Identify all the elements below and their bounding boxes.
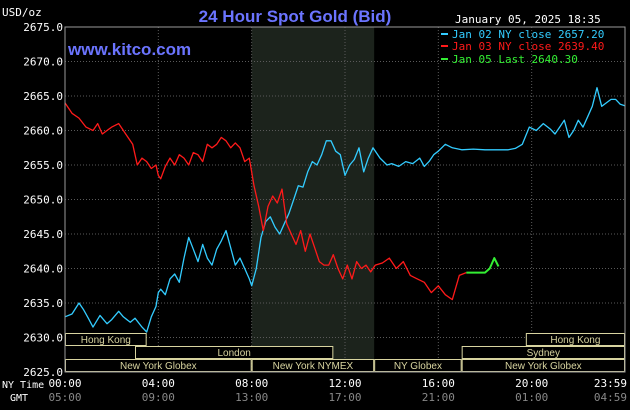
session-label: London bbox=[217, 348, 250, 359]
y-axis-ticks: 2675.0 2670.0 2665.0 2660.0 2655.0 2650.0 2645… bbox=[23, 21, 63, 379]
x-tick-label-gmt: 21:00 bbox=[422, 391, 455, 404]
x-tick-label-gmt: 09:00 bbox=[142, 391, 175, 404]
legend: Jan 02 NY close 2657.20 Jan 03 NY close … bbox=[441, 28, 604, 66]
series-line bbox=[466, 257, 500, 274]
x-tick-label-gmt: 05:00 bbox=[48, 391, 81, 404]
y-tick-label: 2660.0 bbox=[23, 125, 63, 138]
y-tick-label: 2640.0 bbox=[23, 263, 63, 276]
legend-item-green: Jan 05 Last 2640.30 bbox=[452, 53, 578, 66]
y-tick-label: 2655.0 bbox=[23, 159, 63, 172]
y-tick-label: 2635.0 bbox=[23, 297, 63, 310]
y-tick-label: 2625.0 bbox=[23, 366, 63, 379]
x-axis-ticks: 00:00 04:00 08:00 12:00 16:00 20:00 23:59 05:00… bbox=[48, 377, 627, 404]
legend-item-red: Jan 03 NY close 2639.40 bbox=[452, 40, 604, 53]
session-label: New York Globex bbox=[505, 361, 582, 372]
x-tick-label-gmt: 04:59 bbox=[594, 391, 627, 404]
session-label: Hong Kong bbox=[81, 335, 131, 346]
nymex-session-shade bbox=[251, 27, 375, 372]
y-tick-label: 2675.0 bbox=[23, 21, 63, 34]
x-tick-label-gmt: 01:00 bbox=[515, 391, 548, 404]
y-tick-label: 2630.0 bbox=[23, 332, 63, 345]
website-label: www.kitco.com bbox=[67, 40, 191, 59]
x-tick-label-ny: 08:00 bbox=[235, 377, 268, 390]
y-tick-label: 2650.0 bbox=[23, 194, 63, 207]
session-label: Hong Kong bbox=[550, 335, 600, 346]
session-label: New York NYMEX bbox=[273, 361, 354, 372]
legend-item-blue: Jan 02 NY close 2657.20 bbox=[452, 28, 604, 41]
x-tick-label-gmt: 13:00 bbox=[235, 391, 268, 404]
y-tick-label: 2665.0 bbox=[23, 90, 63, 103]
x-tick-label-ny: 23:59 bbox=[594, 377, 627, 390]
x-tick-label-ny: 00:00 bbox=[48, 377, 81, 390]
y-tick-label: 2645.0 bbox=[23, 228, 63, 241]
ny-time-label: NY Time bbox=[2, 380, 44, 391]
x-tick-label-ny: 04:00 bbox=[142, 377, 175, 390]
x-tick-label-ny: 20:00 bbox=[515, 377, 548, 390]
x-tick-label-ny: 12:00 bbox=[328, 377, 361, 390]
y-tick-label: 2670.0 bbox=[23, 56, 63, 69]
x-tick-label-ny: 16:00 bbox=[422, 377, 455, 390]
series-line bbox=[64, 87, 625, 333]
chart-title: 24 Hour Spot Gold (Bid) bbox=[199, 7, 392, 26]
session-label: Sydney bbox=[527, 348, 560, 359]
x-tick-label-gmt: 17:00 bbox=[328, 391, 361, 404]
session-box bbox=[135, 346, 334, 359]
gmt-label: GMT bbox=[10, 393, 28, 404]
session-label: NY Globex bbox=[394, 361, 442, 372]
plot-frame bbox=[64, 26, 626, 373]
series-line bbox=[64, 102, 467, 301]
session-label: New York Globex bbox=[120, 361, 197, 372]
series-lines bbox=[64, 87, 625, 333]
timestamp: January 05, 2025 18:35 bbox=[455, 13, 601, 26]
y-axis-label: USD/oz bbox=[2, 6, 42, 19]
